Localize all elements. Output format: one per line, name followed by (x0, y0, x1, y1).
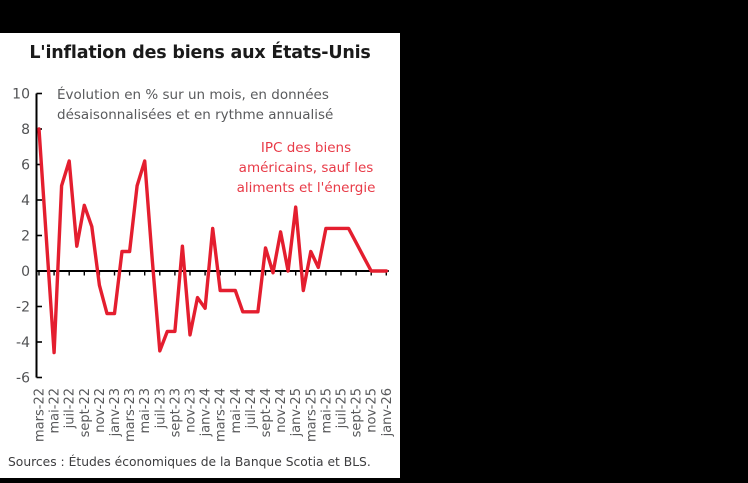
x-tick-label: mars-24 (214, 388, 229, 442)
y-tick-label: 2 (21, 229, 30, 245)
x-tick-label: juil-25 (335, 388, 350, 429)
chart-panel: 10 8 6 4 2 0 -2 -4 -6 mars-22 mai-22 juil-22 sept-22… (0, 33, 400, 478)
chart-title: L'inflation des biens aux États-Unis (29, 43, 371, 63)
x-tick-label: sept-22 (78, 388, 93, 437)
x-tick-label: mars-25 (304, 388, 319, 442)
x-tick-label: sept-25 (350, 388, 365, 437)
x-tick-label: juil-22 (63, 388, 78, 429)
series-line-ipc-biens (37, 127, 388, 355)
x-tick-label: juil-24 (244, 388, 259, 429)
chart-source: Sources : Études économiques de la Banqu… (8, 455, 371, 469)
y-tick-label: -4 (16, 335, 30, 351)
x-tick-label: nov-23 (184, 388, 199, 433)
y-tick-label: 6 (21, 158, 30, 174)
x-tick-label: mai-23 (138, 388, 153, 433)
x-tick-label: mars-22 (33, 388, 48, 442)
y-tick-label: 0 (21, 264, 30, 280)
x-tick-label: nov-25 (365, 388, 380, 433)
x-tick-label: juil-23 (153, 388, 168, 429)
x-tick-label: sept-23 (168, 388, 183, 437)
series-annotation-label: IPC des biens américains, sauf les alime… (236, 140, 376, 196)
right-black-panel (400, 33, 748, 478)
x-tick-label: janv-24 (199, 388, 214, 437)
y-tick-label: 4 (21, 193, 30, 209)
chart-subtitle: Évolution en % sur un mois, en données d… (57, 87, 334, 123)
x-tick-label: nov-22 (93, 388, 108, 433)
x-tick-label: mai-25 (319, 388, 334, 433)
x-tick-label: janv-26 (380, 388, 395, 437)
x-tick-label: mars-23 (123, 388, 138, 442)
x-tick-label: nov-24 (274, 388, 289, 433)
x-tick-label: mai-24 (229, 388, 244, 433)
y-tick-label: -6 (16, 371, 30, 387)
y-tick-label: -2 (16, 300, 30, 316)
y-tick-label: 10 (12, 87, 30, 103)
top-black-bar (0, 0, 748, 33)
x-tick-label: janv-23 (108, 388, 123, 437)
x-tick-label: sept-24 (259, 388, 274, 437)
bottom-black-bar (0, 478, 748, 483)
x-tick-label: janv-25 (289, 388, 304, 437)
y-tick-label: 8 (21, 122, 30, 138)
x-tick-label: mai-22 (48, 388, 63, 433)
